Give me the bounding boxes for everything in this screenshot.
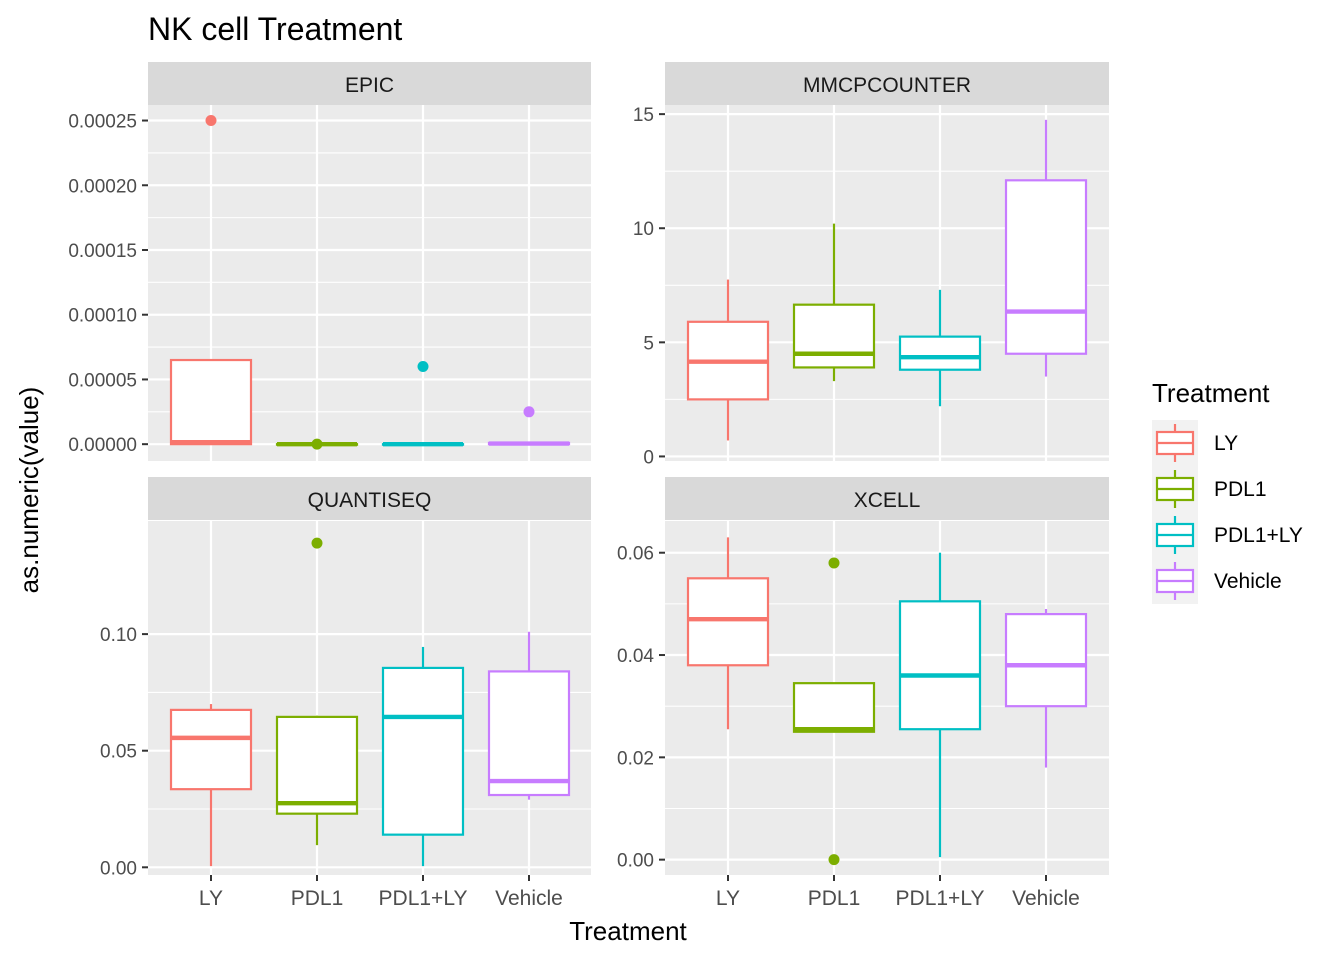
y-tick-label: 0.00020 [68, 176, 137, 197]
x-tick-label: Vehicle [1012, 887, 1080, 910]
box-body [792, 303, 876, 369]
y-tick-label: 0.00015 [68, 241, 137, 262]
box-mmcpcounter-pdl1 [792, 223, 876, 382]
legend-label: PDL1+LY [1214, 524, 1303, 547]
facet-strip-xcell [665, 477, 1109, 520]
legend-item-pdl1-ly: PDL1+LY [1152, 512, 1303, 558]
x-tick-label: LY [716, 887, 740, 910]
outlier-point [417, 360, 429, 372]
facet-strip-mmcpcounter [665, 62, 1109, 105]
box-quantiseq-pdl1 [275, 537, 359, 846]
box-mmcpcounter-vehicle [1004, 119, 1088, 377]
legend-title: Treatment [1152, 378, 1270, 408]
box-quantiseq-vehicle [487, 631, 571, 800]
y-tick-label: 5 [643, 333, 654, 354]
legend-item-pdl1: PDL1 [1152, 466, 1267, 512]
x-tick-label: PDL1 [808, 887, 861, 910]
box-body [487, 670, 571, 797]
facet-label-quantiseq: QUANTISEQ [308, 489, 432, 512]
box-epic-ly [169, 115, 253, 446]
x-tick-label: PDL1+LY [379, 887, 468, 910]
y-tick-label: 0.00 [100, 858, 137, 879]
box-quantiseq-pdl1-ly [381, 646, 465, 867]
legend-item-ly: LY [1152, 420, 1238, 466]
box-xcell-ly [686, 537, 770, 730]
y-tick-label: 15 [633, 105, 654, 126]
box-body [275, 715, 359, 815]
box-body [686, 577, 770, 667]
x-tick-label: LY [199, 887, 223, 910]
y-tick-label: 0.00000 [68, 435, 137, 456]
box-body [1004, 613, 1088, 708]
box-body [792, 682, 876, 733]
box-epic-pdl1 [275, 438, 359, 450]
outlier-point [523, 406, 535, 418]
outlier-point [205, 115, 217, 127]
facet-label-epic: EPIC [345, 74, 394, 97]
box-epic-pdl1-ly [381, 360, 465, 447]
y-tick-label: 10 [633, 219, 654, 240]
box-body [169, 358, 253, 446]
box-body [898, 335, 982, 371]
y-tick-label: 0.02 [617, 748, 654, 769]
box-body [381, 666, 465, 836]
chart-title: NK cell Treatment [148, 11, 402, 47]
outlier-point [311, 438, 323, 450]
y-tick-label: 0.05 [100, 742, 137, 763]
y-tick-label: 0.00005 [68, 370, 137, 391]
facet-panels: EPIC0.000000.000050.000100.000150.000200… [68, 62, 1109, 910]
x-tick-label: PDL1+LY [896, 887, 985, 910]
x-axis-title: Treatment [569, 916, 687, 946]
y-axis-title: as.numeric(value) [14, 387, 44, 594]
legend: Treatment LY PDL1 PDL1+LY Vehicle [1152, 378, 1303, 604]
box-quantiseq-ly [169, 704, 253, 867]
box-mmcpcounter-ly [686, 279, 770, 441]
facet-epic: EPIC 0.00000 0.00005 0.00010 0.00015 0.00020 0… [68, 62, 591, 461]
y-tick-label: 0.00 [617, 851, 654, 872]
box-xcell-vehicle [1004, 608, 1088, 768]
x-tick-label: PDL1 [291, 887, 344, 910]
x-tick-label: Vehicle [495, 887, 563, 910]
box-body [169, 708, 253, 791]
y-tick-label: 0.06 [617, 544, 654, 565]
outlier-point [828, 557, 840, 569]
facet-quantiseq: QUANTISEQ 0.00 0.05 0.10 LY PDL1 PDL1+LY Vehicl… [100, 477, 591, 910]
y-tick-label: 0.10 [100, 625, 137, 646]
y-tick-label: 0 [643, 447, 654, 468]
legend-label: LY [1214, 432, 1238, 455]
facet-label-mmcpcounter: MMCPCOUNTER [803, 74, 971, 97]
facet-xcell: XCELL 0.00 0.02 0.04 0.06 LY PDL1 PDL1+LY Vehicl… [617, 477, 1109, 910]
box-epic-vehicle [487, 406, 571, 446]
box-xcell-pdl1-ly [898, 552, 982, 858]
y-tick-label: 0.00025 [68, 112, 137, 133]
box-mmcpcounter-pdl1-ly [898, 289, 982, 407]
box-xcell-pdl1 [792, 557, 876, 866]
box-body [1004, 179, 1088, 355]
facet-mmcpcounter: MMCPCOUNTER 0 5 10 15 [633, 62, 1109, 468]
facet-label-xcell: XCELL [854, 489, 921, 512]
y-tick-label: 0.00010 [68, 306, 137, 327]
outlier-point [311, 537, 323, 549]
box-body [898, 600, 982, 731]
facet-strip-epic [148, 62, 591, 105]
outlier-point [828, 854, 840, 866]
facet-strip-quantiseq [148, 477, 591, 520]
y-tick-label: 0.04 [617, 646, 654, 667]
legend-label: PDL1 [1214, 478, 1267, 501]
legend-label: Vehicle [1214, 570, 1282, 593]
legend-item-vehicle: Vehicle [1152, 558, 1282, 604]
